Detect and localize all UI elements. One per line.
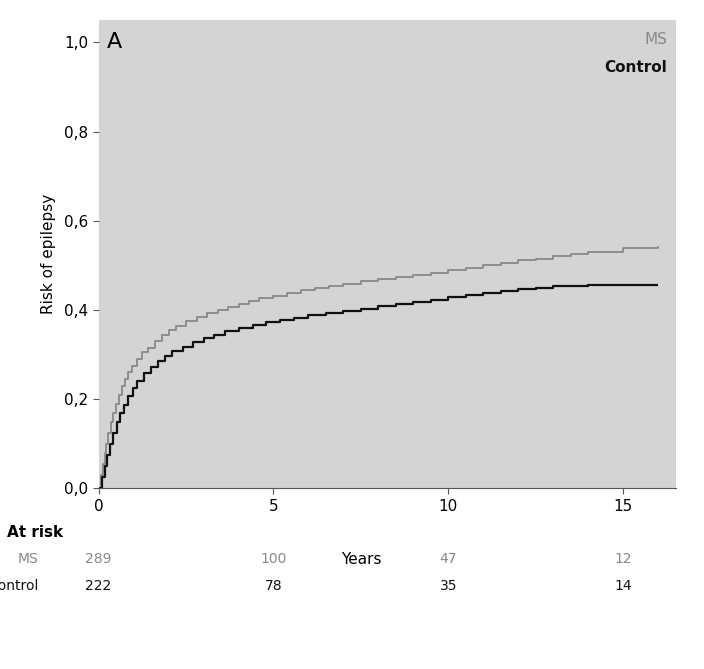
Text: 12: 12 <box>615 552 632 566</box>
Text: 289: 289 <box>85 552 112 566</box>
Text: 47: 47 <box>440 552 457 566</box>
Text: Years: Years <box>341 552 381 567</box>
Y-axis label: Risk of epilepsy: Risk of epilepsy <box>41 194 56 314</box>
Text: A: A <box>107 31 122 52</box>
Text: MS: MS <box>18 552 39 566</box>
Text: 78: 78 <box>265 579 282 593</box>
Text: At risk: At risk <box>7 525 63 540</box>
Text: 14: 14 <box>615 579 632 593</box>
Text: Control: Control <box>0 579 39 593</box>
Text: 100: 100 <box>260 552 287 566</box>
Text: 35: 35 <box>440 579 457 593</box>
Text: MS: MS <box>644 31 667 47</box>
Text: Control: Control <box>605 60 667 75</box>
Text: 222: 222 <box>85 579 112 593</box>
